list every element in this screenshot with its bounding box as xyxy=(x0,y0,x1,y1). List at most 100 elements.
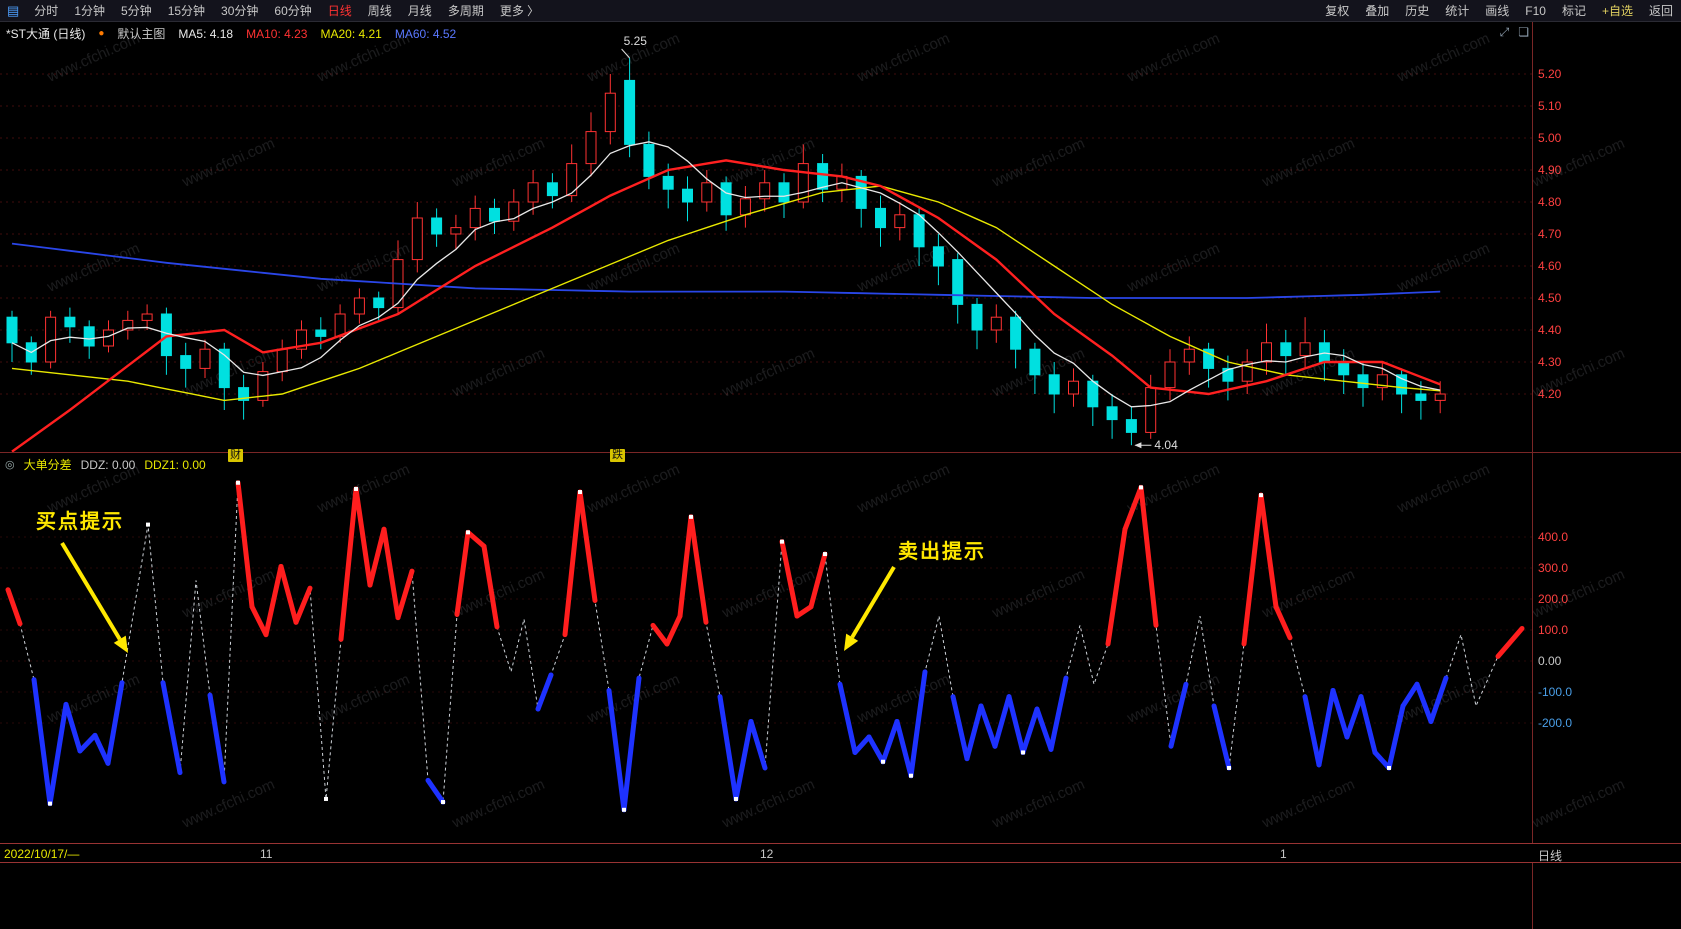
app-icon[interactable]: ▤ xyxy=(7,2,20,18)
period-tab-5min[interactable]: 5分钟 xyxy=(121,4,152,18)
ma5-line xyxy=(11,141,1441,408)
period-label: 日线 xyxy=(1538,849,1563,863)
period-tab-daily[interactable]: 日线 xyxy=(327,4,352,18)
indicator-icon[interactable]: ◎ xyxy=(5,459,15,471)
ma60-value: MA60: 4.52 xyxy=(394,26,457,41)
overlay-label[interactable]: 默认主图 xyxy=(117,27,166,41)
btn-mark[interactable]: 标记 xyxy=(1561,4,1586,18)
indicator-name[interactable]: 大单分差 xyxy=(23,458,72,472)
svg-text:www.cfchi.com: www.cfchi.com xyxy=(1124,240,1222,296)
panel-icon[interactable]: ❏ xyxy=(1518,25,1529,39)
high-price-annotation: 5.25 xyxy=(624,34,648,48)
btn-fuquan[interactable]: 复权 xyxy=(1325,4,1350,18)
price-tick: 4.50 xyxy=(1538,291,1562,305)
buy-arrow xyxy=(60,541,122,641)
extreme-marker xyxy=(823,552,827,557)
btn-overlay[interactable]: 叠加 xyxy=(1365,4,1390,18)
ddz-chart[interactable]: 400.0 300.0 200.0 100.0 0.00 -100.0 -200.0 www.… xyxy=(0,453,1681,843)
expand-icon[interactable]: ⤢ xyxy=(1499,25,1510,39)
period-tab-weekly[interactable]: 周线 xyxy=(367,4,392,18)
price-tick: 5.00 xyxy=(1538,131,1562,145)
btn-add-watchlist[interactable]: +自选 xyxy=(1601,4,1633,18)
extreme-marker xyxy=(1139,485,1143,490)
overlay-icon[interactable]: ● xyxy=(98,28,105,39)
svg-text:www.cfchi.com: www.cfchi.com xyxy=(719,345,817,401)
svg-text:www.cfchi.com: www.cfchi.com xyxy=(1124,30,1222,86)
ddz-tick: 100.0 xyxy=(1538,623,1568,637)
svg-text:www.cfchi.com: www.cfchi.com xyxy=(989,776,1087,832)
ddz-value: DDZ: 0.00 xyxy=(80,457,136,472)
svg-text:www.cfchi.com: www.cfchi.com xyxy=(449,776,547,832)
svg-text:www.cfchi.com: www.cfchi.com xyxy=(1394,30,1492,86)
ddz-tick: 400.0 xyxy=(1538,530,1568,544)
svg-text:www.cfchi.com: www.cfchi.com xyxy=(1529,345,1627,401)
svg-text:www.cfchi.com: www.cfchi.com xyxy=(179,776,277,832)
ddz-line xyxy=(5,480,1525,813)
date-axis: 2022/10/17/— 日线 11 12 1 xyxy=(0,843,1681,863)
main-chart[interactable]: 5.20 5.10 5.00 4.90 4.80 4.70 4.60 4.50 4.40 4.30… xyxy=(0,22,1681,452)
indicator-header: ◎ 大单分差 DDZ: 0.00 DDZ1: 0.00 xyxy=(5,456,206,473)
period-tab-60min[interactable]: 60分钟 xyxy=(274,4,312,18)
title-row: *ST大通 (日线) ● 默认主图 MA5: 4.18 MA10: 4.23 M… xyxy=(6,25,456,42)
extreme-marker xyxy=(1387,765,1391,770)
event-badge[interactable]: 跌 xyxy=(610,449,625,462)
svg-text:www.cfchi.com: www.cfchi.com xyxy=(1394,461,1492,517)
sell-arrow-head xyxy=(844,633,859,651)
period-tab-fenshi[interactable]: 分时 xyxy=(34,4,59,18)
ddz-tick: 300.0 xyxy=(1538,561,1568,575)
period-tab-15min[interactable]: 15分钟 xyxy=(167,4,206,18)
ma20-value: MA20: 4.21 xyxy=(320,26,382,41)
svg-text:www.cfchi.com: www.cfchi.com xyxy=(179,135,277,191)
month-tick: 12 xyxy=(760,847,774,861)
extreme-marker xyxy=(354,486,358,491)
sell-arrow xyxy=(850,565,896,639)
price-tick: 4.80 xyxy=(1538,195,1562,209)
svg-text:www.cfchi.com: www.cfchi.com xyxy=(854,671,952,727)
extreme-marker xyxy=(1259,493,1263,498)
period-tab-30min[interactable]: 30分钟 xyxy=(221,4,259,18)
start-date-label: 2022/10/17/— xyxy=(4,847,80,861)
price-tick: 5.20 xyxy=(1538,67,1562,81)
buy-arrow-head xyxy=(113,635,128,653)
svg-text:www.cfchi.com: www.cfchi.com xyxy=(854,30,952,86)
extreme-marker xyxy=(441,800,445,805)
svg-text:www.cfchi.com: www.cfchi.com xyxy=(1259,776,1357,832)
svg-text:www.cfchi.com: www.cfchi.com xyxy=(44,671,142,727)
extreme-marker xyxy=(622,807,626,812)
extreme-marker xyxy=(734,796,738,801)
menubar: ▤ 分时 1分钟 5分钟 15分钟 30分钟 60分钟 日线 周线 月线 多周期… xyxy=(0,0,1681,22)
bottom-pane xyxy=(0,865,1681,929)
btn-history[interactable]: 历史 xyxy=(1405,4,1430,18)
svg-text:www.cfchi.com: www.cfchi.com xyxy=(854,461,952,517)
ddz-tick: 200.0 xyxy=(1538,592,1568,606)
ma60-line xyxy=(11,242,1441,299)
period-tab-multi[interactable]: 多周期 xyxy=(447,4,484,18)
period-tab-1min[interactable]: 1分钟 xyxy=(74,4,105,18)
ddz-tick: 0.00 xyxy=(1538,654,1562,668)
svg-text:www.cfchi.com: www.cfchi.com xyxy=(1529,776,1627,832)
ma10-line xyxy=(11,159,1441,452)
low-price-annotation: 4.04 xyxy=(1154,438,1178,452)
pane-corner-icons: ⤢ ❏ xyxy=(1500,25,1529,40)
event-badge[interactable]: 财 xyxy=(228,449,243,462)
extreme-marker xyxy=(146,522,150,527)
svg-text:www.cfchi.com: www.cfchi.com xyxy=(314,671,412,727)
extreme-marker xyxy=(780,539,784,544)
extreme-marker xyxy=(881,759,885,764)
price-tick: 4.30 xyxy=(1538,355,1562,369)
btn-draw[interactable]: 画线 xyxy=(1485,4,1510,18)
ddz-tick: -200.0 xyxy=(1538,716,1572,730)
btn-back[interactable]: 返回 xyxy=(1648,4,1673,18)
symbol-title: *ST大通 (日线) xyxy=(6,27,86,41)
ddz1-value: DDZ1: 0.00 xyxy=(144,457,206,472)
period-tab-monthly[interactable]: 月线 xyxy=(407,4,432,18)
month-tick: 11 xyxy=(260,847,273,861)
ddz-tick: -100.0 xyxy=(1538,685,1572,699)
watermarks: www.cfchi.com www.cfchi.com www.cfchi.com w… xyxy=(44,30,1627,401)
btn-stats[interactable]: 统计 xyxy=(1445,4,1470,18)
menu-more[interactable]: 更多 〉 xyxy=(499,4,540,18)
btn-f10[interactable]: F10 xyxy=(1525,3,1546,18)
extreme-marker xyxy=(1227,765,1231,770)
price-tick: 5.10 xyxy=(1538,99,1562,113)
